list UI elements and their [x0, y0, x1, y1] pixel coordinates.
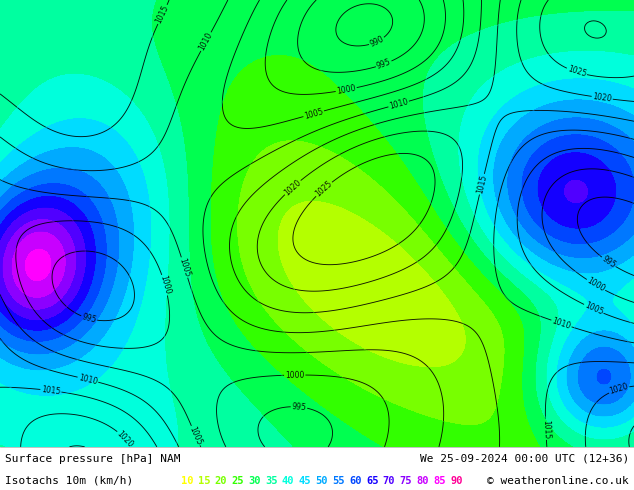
Text: 1010: 1010: [551, 316, 572, 331]
Text: 1015: 1015: [541, 419, 551, 439]
Text: 65: 65: [366, 475, 378, 486]
Text: Isotachs 10m (km/h): Isotachs 10m (km/h): [5, 475, 133, 486]
Text: 1005: 1005: [303, 107, 324, 121]
Text: 1005: 1005: [178, 257, 191, 278]
Text: 90: 90: [450, 475, 463, 486]
Text: 1010: 1010: [77, 373, 98, 386]
Text: 55: 55: [332, 475, 345, 486]
Text: 1025: 1025: [314, 179, 334, 199]
Text: 80: 80: [417, 475, 429, 486]
Text: 990: 990: [368, 34, 385, 49]
Text: 85: 85: [434, 475, 446, 486]
Text: Surface pressure [hPa] NAM: Surface pressure [hPa] NAM: [5, 454, 181, 464]
Text: 1010: 1010: [388, 97, 409, 111]
Text: 1010: 1010: [197, 31, 214, 52]
Text: 1005: 1005: [583, 301, 604, 317]
Text: 1015: 1015: [476, 174, 489, 195]
Text: 1000: 1000: [585, 276, 607, 294]
Text: 1020: 1020: [282, 178, 303, 197]
Text: 40: 40: [282, 475, 294, 486]
Text: 35: 35: [265, 475, 278, 486]
Text: 1025: 1025: [566, 65, 587, 79]
Text: 1000: 1000: [158, 274, 172, 295]
Text: 1020: 1020: [115, 429, 135, 449]
Text: 995: 995: [375, 57, 392, 71]
Text: 1020: 1020: [592, 92, 612, 103]
Text: 1015: 1015: [154, 4, 171, 25]
Text: 15: 15: [198, 475, 210, 486]
Text: 20: 20: [214, 475, 227, 486]
Text: 995: 995: [291, 402, 307, 412]
Text: 1020: 1020: [609, 382, 630, 396]
Text: 30: 30: [248, 475, 261, 486]
Text: 1005: 1005: [188, 425, 204, 446]
Text: 995: 995: [81, 312, 97, 325]
Text: 75: 75: [399, 475, 412, 486]
Text: 60: 60: [349, 475, 361, 486]
Text: 45: 45: [299, 475, 311, 486]
Text: 50: 50: [316, 475, 328, 486]
Text: 25: 25: [231, 475, 244, 486]
Text: 1000: 1000: [285, 370, 304, 380]
Text: 70: 70: [383, 475, 396, 486]
Text: 995: 995: [600, 254, 617, 270]
Text: © weatheronline.co.uk: © weatheronline.co.uk: [487, 475, 629, 486]
Text: We 25-09-2024 00:00 UTC (12+36): We 25-09-2024 00:00 UTC (12+36): [420, 454, 629, 464]
Text: 10: 10: [181, 475, 193, 486]
Text: 1000: 1000: [336, 83, 356, 96]
Text: 1015: 1015: [41, 385, 61, 396]
